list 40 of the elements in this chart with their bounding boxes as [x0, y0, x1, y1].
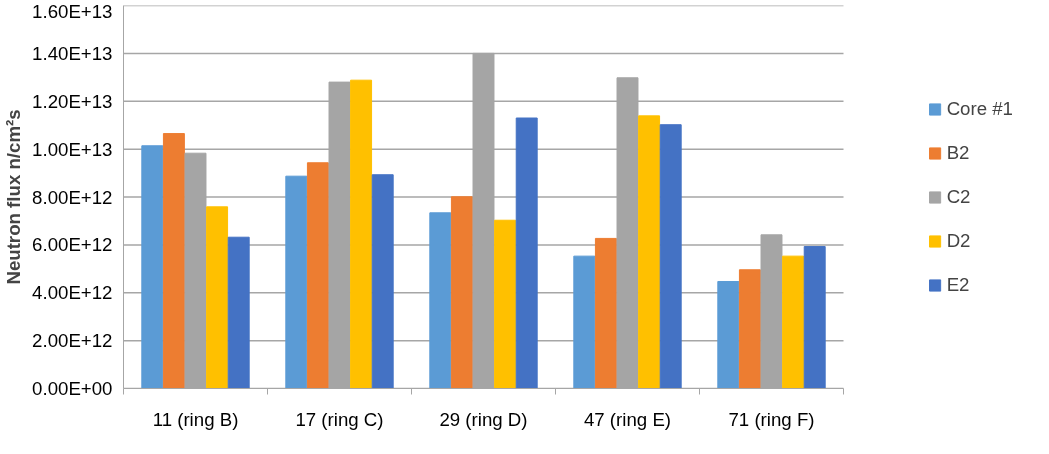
bar — [803, 246, 826, 389]
x-tick-label: 47 (ring E) — [583, 408, 672, 430]
legend-label: C2 — [946, 185, 971, 208]
bar — [638, 115, 661, 389]
bar — [573, 255, 596, 389]
bar — [206, 206, 229, 389]
bar — [371, 174, 394, 389]
bar — [659, 124, 682, 389]
bar — [450, 196, 473, 389]
bar — [717, 281, 740, 389]
bar — [306, 162, 329, 389]
legend-label: D2 — [946, 229, 971, 252]
y-tick-label: 1.20E+13 — [32, 90, 113, 112]
x-tick-label: 71 (ring F) — [728, 408, 815, 430]
x-tick-label: 17 (ring C) — [295, 408, 384, 430]
y-axis-title: Neutron flux n/cm²s — [3, 109, 25, 285]
legend-label: B2 — [946, 141, 970, 164]
y-tick-label: 1.40E+13 — [32, 42, 113, 64]
bar — [285, 175, 308, 389]
bar — [782, 255, 805, 389]
y-tick-label: 6.00E+12 — [32, 234, 113, 256]
x-tick-label: 29 (ring D) — [439, 408, 528, 430]
bar — [141, 145, 164, 389]
bar — [429, 212, 452, 389]
x-tick-label: 11 (ring B) — [152, 408, 239, 430]
y-tick-label: 1.00E+13 — [32, 138, 113, 160]
bar — [350, 79, 373, 389]
legend-label: Core #1 — [946, 97, 1013, 120]
bar — [738, 269, 761, 389]
y-tick-label: 8.00E+12 — [32, 186, 113, 208]
bar — [494, 219, 517, 389]
legend-label: E2 — [946, 273, 970, 296]
y-tick-label: 0.00E+00 — [32, 378, 113, 399]
y-tick-label: 4.00E+12 — [32, 282, 113, 304]
bar — [594, 237, 617, 389]
y-tick-label: 2.00E+12 — [32, 330, 113, 352]
bar — [227, 236, 250, 389]
y-tick-label: 1.60E+13 — [32, 0, 113, 22]
bar — [515, 117, 538, 389]
bar — [162, 133, 185, 389]
